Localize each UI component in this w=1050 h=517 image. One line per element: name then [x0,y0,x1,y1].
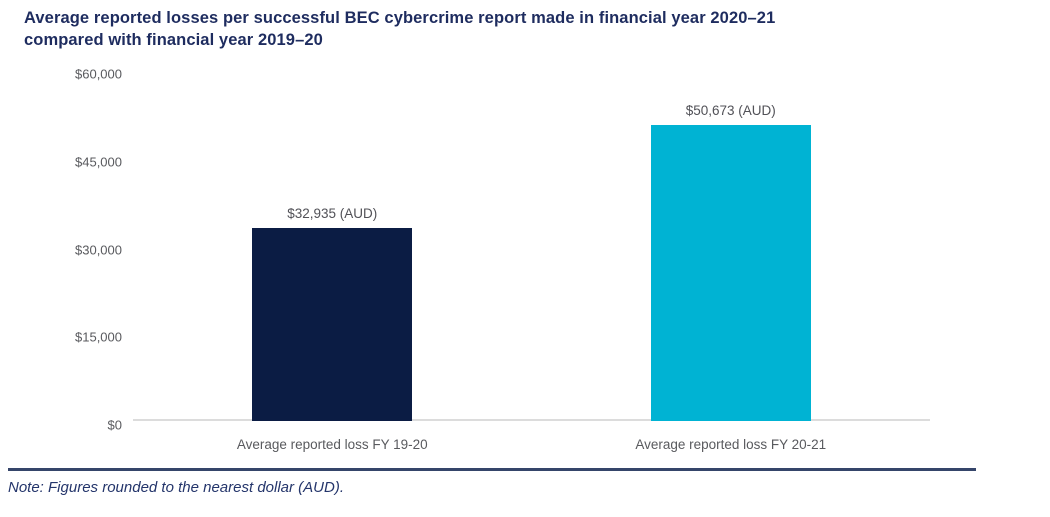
y-axis-tick-label: $60,000 [75,66,122,82]
bar-value-label: $32,935 (AUD) [287,206,378,222]
bar-average-reported-loss-fy-20-21 [650,124,811,421]
y-axis-tick-label: $0 [107,417,122,433]
x-axis-category-label: Average reported loss FY 20-21 [635,437,827,452]
chart-title: Average reported losses per successful B… [24,7,775,51]
x-axis-category-label: Average reported loss FY 19-20 [236,437,428,452]
x-axis-line [133,419,930,421]
y-axis-tick-label: $30,000 [75,242,122,257]
bar-value-label: $50,673 (AUD) [685,102,776,118]
chart-title-line1: Average reported losses per successful B… [24,9,776,27]
y-axis: $0 $15,000 $30,000 $45,000 $60,000 [0,0,122,517]
divider-rule [8,468,976,471]
y-axis-tick-label: $45,000 [75,154,122,170]
footnote: Note: Figures rounded to the nearest dol… [8,479,344,496]
bar-average-reported-loss-fy-19-20 [252,228,413,421]
plot-area: $32,935 (AUD) Average reported loss FY 19… [133,70,930,452]
y-axis-tick-label: $15,000 [75,329,122,345]
chart-title-line2: compared with financial year 2019–20 [24,31,323,49]
